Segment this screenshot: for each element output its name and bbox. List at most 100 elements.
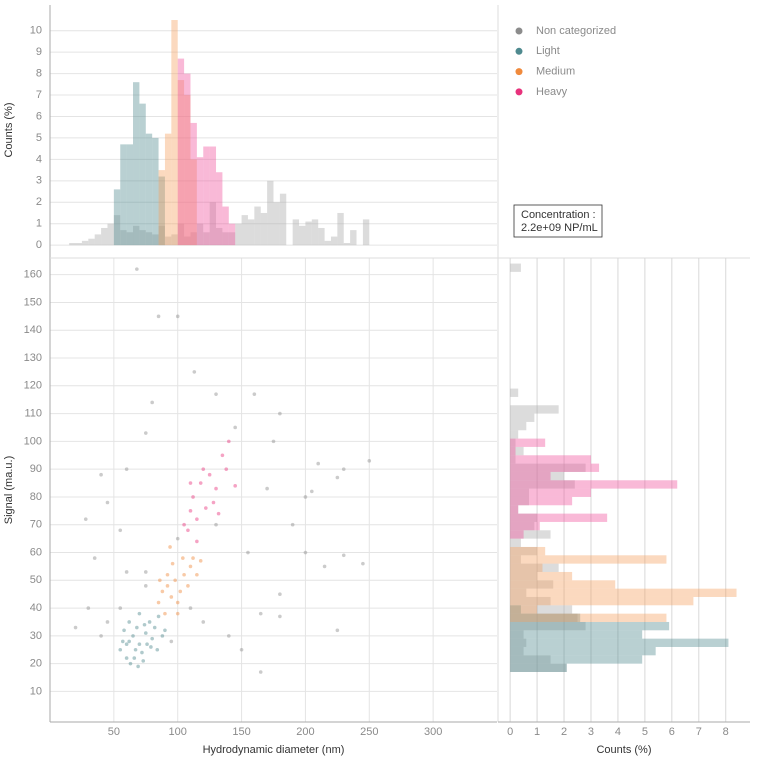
scatter-point (86, 606, 91, 610)
scatter-point (163, 611, 167, 616)
histogram-bar (510, 646, 524, 656)
scatter-point (136, 664, 140, 669)
histogram-bar (510, 546, 546, 556)
scatter-point (132, 656, 137, 660)
y-tick-label: 60 (30, 546, 42, 558)
histogram-bar (305, 221, 312, 246)
histogram-bar (510, 613, 581, 622)
histogram-bar (107, 223, 114, 246)
x-axis-title: Counts (%) (596, 744, 651, 756)
scatter-point (122, 628, 126, 633)
x-tick-label: 4 (615, 726, 621, 738)
y-tick-label: 40 (30, 602, 42, 614)
x-tick-label: 50 (108, 726, 120, 738)
histogram-bar (158, 225, 165, 246)
scatter-point (233, 484, 237, 488)
histogram-bar (510, 613, 667, 622)
histogram-bar (101, 227, 108, 246)
scatter-point (156, 600, 161, 605)
histogram-bar (510, 580, 554, 589)
scatter-point (165, 584, 170, 588)
y-tick-label: 150 (24, 296, 42, 308)
scatter-point (303, 550, 308, 555)
y-tick-label: 5 (36, 132, 42, 144)
histogram-bar (510, 663, 567, 672)
scatter-point (188, 509, 193, 513)
scatter-point (201, 620, 206, 624)
scatter-point (173, 578, 177, 583)
scatter-point (204, 506, 208, 510)
histogram-bar (120, 144, 127, 246)
histogram-bar (177, 58, 185, 246)
scatter-point (175, 611, 180, 616)
scatter-point (224, 467, 229, 471)
scatter-point (163, 628, 167, 633)
scatter-point (207, 472, 212, 477)
scatter-point (105, 620, 110, 624)
scatter-point (201, 467, 206, 471)
scatter-point (124, 656, 129, 660)
y-tick-label: 110 (24, 407, 42, 419)
histogram-bar (69, 242, 76, 246)
histogram-bar (510, 621, 586, 631)
scatter-point (105, 500, 110, 505)
scatter-point (186, 528, 190, 533)
y-tick-label: 100 (24, 435, 42, 447)
scatter-point (131, 634, 135, 638)
scatter-point (155, 647, 160, 652)
histogram-bar (510, 521, 535, 531)
histogram-bar (228, 223, 236, 246)
scatter-point (124, 570, 129, 574)
scatter-point (175, 314, 180, 319)
histogram-bar (510, 655, 643, 664)
scatter-point (278, 614, 282, 619)
y-tick-label: 4 (36, 153, 42, 165)
histogram-bar (510, 538, 521, 547)
scatter-point (214, 522, 218, 527)
scatter-point (341, 553, 346, 558)
scatter-point (83, 517, 88, 521)
scatter-point (316, 461, 321, 466)
histogram-bar (279, 193, 287, 246)
y-tick-label: 7 (36, 89, 42, 101)
histogram-bar (510, 471, 551, 481)
scatter-point (169, 595, 174, 599)
scatter-point (191, 556, 195, 560)
histogram-bar (267, 180, 274, 246)
histogram-bar (241, 215, 248, 246)
scatter-point (341, 467, 346, 471)
y-tick-label: 30 (30, 630, 42, 642)
histogram-bar (510, 455, 591, 464)
x-tick-label: 5 (642, 726, 648, 738)
scatter-point (265, 486, 269, 491)
scatter-point (214, 392, 218, 396)
histogram-bar (510, 488, 591, 497)
legend-marker (515, 27, 523, 35)
histogram-bar (510, 605, 573, 614)
scatter-point (214, 486, 218, 491)
histogram-bar (510, 513, 608, 522)
histogram-bar (209, 146, 217, 246)
histogram-bar (510, 455, 516, 464)
scatter-point (195, 572, 199, 577)
scatter-point (160, 634, 165, 638)
y-tick-label: 90 (30, 463, 42, 475)
histogram-bar (152, 234, 159, 246)
histogram-bar (510, 546, 538, 556)
y-tick-label: 9 (36, 46, 42, 58)
scatter-point (188, 481, 193, 485)
histogram-bar (510, 480, 678, 489)
histogram-bar (196, 223, 204, 246)
histogram-bar (510, 446, 524, 456)
x-tick-label: 100 (169, 726, 187, 738)
y-tick-label: 8 (36, 68, 42, 80)
histogram-bar (510, 596, 694, 606)
histogram-bar (190, 122, 197, 246)
scatter-point (150, 400, 154, 405)
scatter-point (143, 584, 148, 588)
scatter-point (181, 556, 185, 560)
y-tick-label: 6 (36, 110, 42, 122)
histogram-bar (510, 438, 516, 447)
scatter-point (149, 645, 153, 649)
histogram-bar (510, 413, 535, 422)
